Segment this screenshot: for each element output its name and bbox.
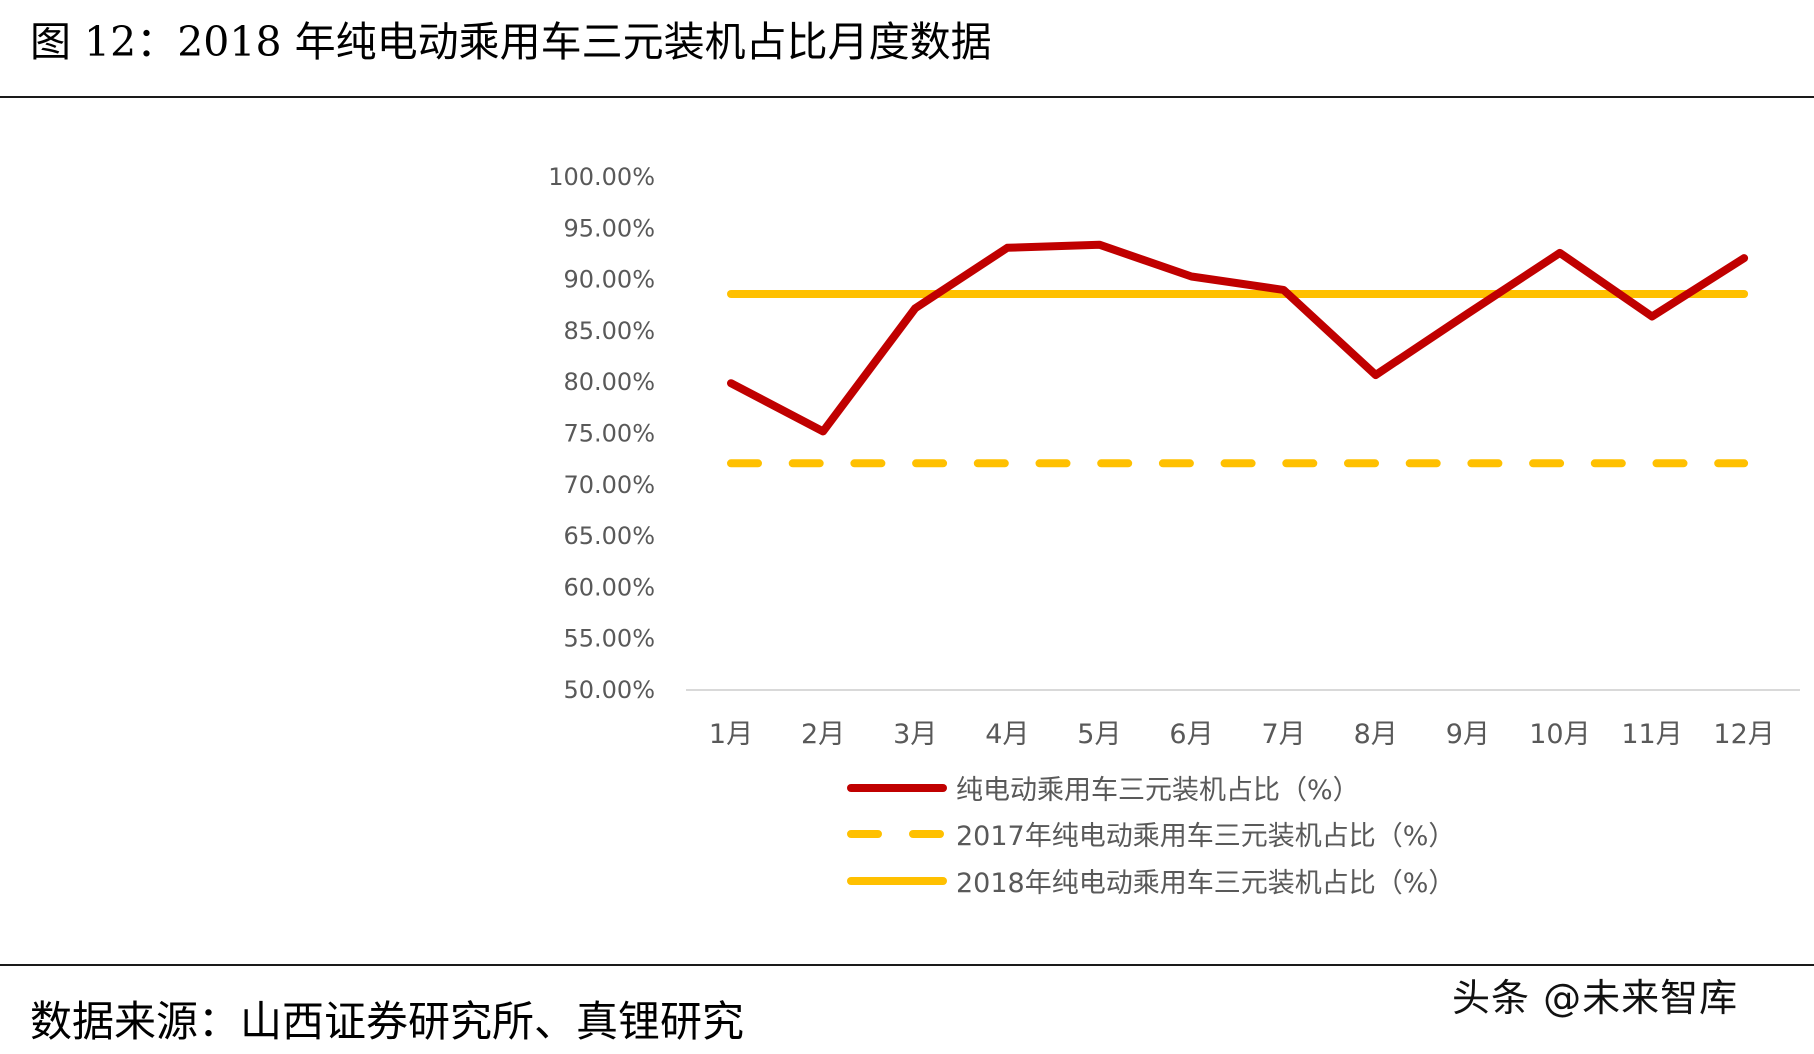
legend-swatch-solid-red [846,783,948,792]
x-tick-label: 11月 [1621,719,1682,750]
x-tick-label: 6月 [1169,719,1213,750]
y-tick-label: 75.00% [563,420,655,448]
y-tick-label: 85.00% [563,317,655,345]
y-tick-label: 65.00% [563,522,655,550]
x-axis-ticks: 1月 2月 3月 4月 5月 6月 7月 8月 9月 10月 11月 12月 [709,719,1775,750]
legend-item-2018: 2018年纯电动乘用车三元装机占比（%） [846,857,1455,904]
y-tick-label: 60.00% [563,573,655,601]
x-tick-label: 5月 [1077,719,1121,750]
y-tick-label: 80.00% [563,368,655,396]
y-tick-label: 100.00% [548,163,655,191]
y-tick-label: 95.00% [563,214,655,242]
series-main-line [727,240,1749,436]
x-tick-label: 1月 [709,719,753,750]
plot-area [727,240,1749,468]
legend-swatch-solid-yellow [846,876,948,885]
legend-item-main: 纯电动乘用车三元装机占比（%） [846,764,1455,811]
x-tick-label: 10月 [1529,719,1590,750]
watermark: 头条 @未来智库 [1452,976,1739,1020]
y-tick-label: 50.00% [563,676,655,704]
x-tick-label: 2月 [801,719,845,750]
x-tick-label: 4月 [985,719,1029,750]
legend-swatch-dashed-yellow [846,829,948,839]
legend-label: 纯电动乘用车三元装机占比（%） [956,774,1360,806]
legend-label: 2018年纯电动乘用车三元装机占比（%） [956,867,1456,899]
legend-label: 2017年纯电动乘用车三元装机占比（%） [956,821,1456,853]
chart-legend: 纯电动乘用车三元装机占比（%） 2017年纯电动乘用车三元装机占比（%） 201… [846,764,1455,904]
y-tick-label: 90.00% [563,266,655,294]
x-tick-label: 8月 [1354,719,1398,750]
x-tick-label: 7月 [1262,719,1306,750]
x-tick-label: 9月 [1446,719,1490,750]
top-divider [0,96,1814,98]
legend-item-2017: 2017年纯电动乘用车三元装机占比（%） [846,811,1455,858]
data-source: 数据来源：山西证券研究所、真锂研究 [30,997,745,1046]
x-tick-label: 12月 [1713,719,1774,750]
y-tick-label: 70.00% [563,471,655,499]
x-tick-label: 3月 [893,719,937,750]
bottom-divider [0,964,1814,966]
y-tick-label: 55.00% [563,625,655,653]
figure-title: 图 12：2018 年纯电动乘用车三元装机占比月度数据 [30,18,992,66]
y-axis-ticks: 100.00% 95.00% 90.00% 85.00% 80.00% 75.00% 70.… [548,163,655,704]
line-chart: 100.00% 95.00% 90.00% 85.00% 80.00% 75.00% 70.… [548,163,1800,750]
